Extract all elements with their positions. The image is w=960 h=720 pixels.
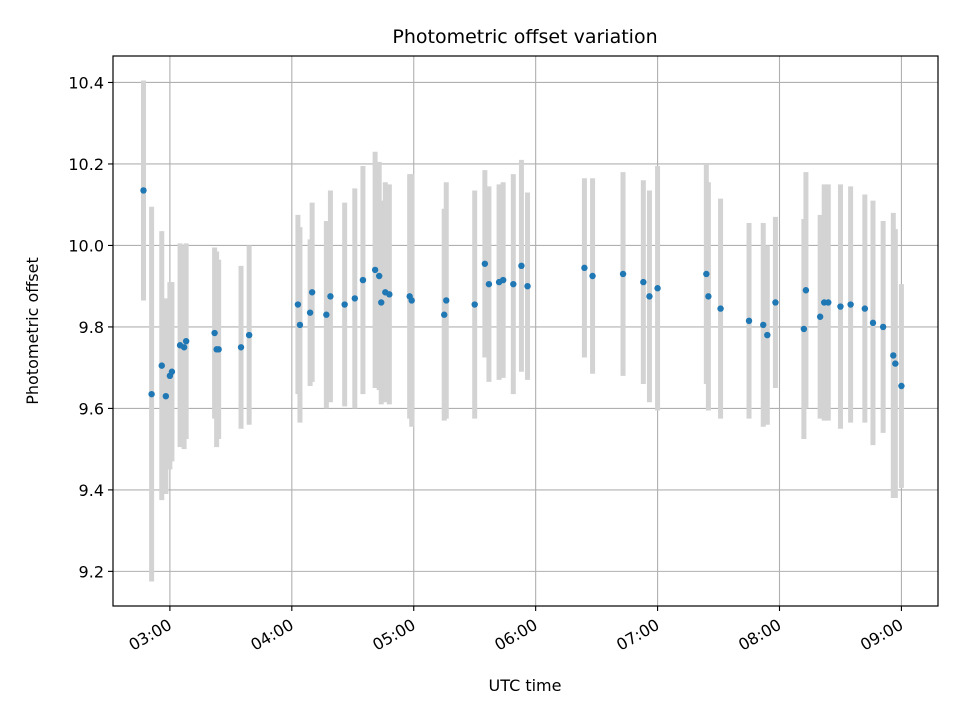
- data-point: [837, 303, 844, 310]
- data-point: [371, 266, 379, 274]
- data-point: [890, 352, 897, 359]
- data-point: [180, 344, 188, 351]
- data-point: [619, 270, 627, 278]
- data-point: [892, 360, 899, 367]
- y-tick-label: 9.8: [79, 318, 104, 337]
- data-point: [408, 297, 415, 304]
- data-point: [158, 362, 165, 369]
- data-point: [341, 301, 348, 308]
- data-point: [148, 390, 155, 398]
- data-point: [168, 368, 176, 375]
- data-point: [140, 187, 147, 194]
- data-point: [245, 331, 253, 339]
- y-tick-label: 9.2: [79, 562, 104, 581]
- data-point: [861, 305, 869, 312]
- data-point: [378, 299, 385, 306]
- x-axis-label: UTC time: [489, 676, 562, 695]
- data-point: [802, 287, 810, 294]
- y-axis: 9.2 9.4 9.6 9.8 10.0 10.2 10.4: [68, 73, 113, 581]
- data-point: [499, 276, 507, 284]
- data-point: [296, 321, 304, 329]
- data-point: [182, 337, 190, 345]
- data-point: [443, 297, 450, 304]
- data-point: [306, 309, 314, 316]
- data-point: [772, 299, 779, 306]
- data-point: [162, 392, 170, 400]
- data-point: [237, 344, 245, 351]
- data-point: [825, 299, 832, 306]
- data-point: [703, 270, 710, 278]
- data-point: [717, 305, 724, 312]
- data-point: [640, 278, 647, 286]
- data-point: [869, 319, 877, 327]
- data-point: [323, 311, 330, 318]
- data-point: [471, 301, 478, 308]
- data-point: [441, 311, 448, 318]
- data-point: [847, 301, 854, 308]
- data-point: [351, 295, 359, 302]
- data-point: [481, 260, 489, 267]
- data-point: [760, 321, 767, 329]
- chart-title: Photometric offset variation: [392, 26, 657, 48]
- data-point: [581, 264, 588, 272]
- data-point: [294, 301, 302, 308]
- data-point: [816, 313, 824, 320]
- data-points: [140, 187, 905, 400]
- y-tick-label: 10.4: [68, 73, 104, 92]
- data-point: [518, 262, 525, 270]
- data-point: [745, 317, 753, 325]
- data-point: [879, 323, 887, 331]
- data-point: [308, 289, 316, 296]
- data-point: [524, 282, 531, 290]
- data-point: [215, 346, 222, 353]
- data-point: [359, 276, 367, 284]
- data-point: [589, 272, 596, 280]
- data-point: [646, 293, 653, 300]
- data-point: [211, 329, 218, 337]
- data-point: [327, 293, 334, 300]
- y-tick-label: 9.6: [79, 399, 104, 418]
- data-point: [705, 293, 712, 300]
- data-point: [485, 280, 493, 288]
- data-point: [898, 382, 905, 390]
- y-axis-label: Photometric offset: [23, 257, 42, 405]
- data-point: [654, 285, 661, 292]
- plot-frame: [112, 55, 939, 607]
- data-point: [386, 291, 393, 298]
- y-tick-label: 9.4: [79, 481, 104, 500]
- data-point: [800, 325, 808, 333]
- y-tick-label: 10.2: [68, 155, 104, 174]
- data-point: [510, 280, 517, 288]
- y-tick-label: 10.0: [68, 236, 104, 255]
- data-point: [375, 272, 383, 280]
- data-point: [764, 331, 771, 339]
